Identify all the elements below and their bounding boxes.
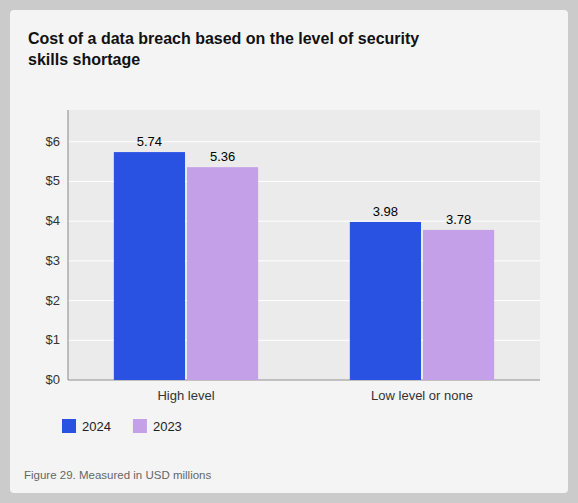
data-labels: 5.74 5.36 3.98 3.78: [137, 134, 471, 227]
chart-svg: Cost of a data breach based on the level…: [0, 0, 578, 503]
data-label: 5.74: [137, 134, 162, 149]
legend: 2024 2023: [62, 419, 182, 434]
legend-label: 2023: [153, 419, 182, 434]
title: Cost of a data breach based on the level…: [28, 30, 419, 68]
chart-container: Cost of a data breach based on the level…: [0, 0, 578, 503]
y-tick-label: $4: [46, 213, 60, 228]
y-tick-label: $5: [46, 173, 60, 188]
legend-swatch: [133, 419, 147, 433]
x-tick-label: High level: [157, 388, 214, 403]
data-label: 3.98: [373, 204, 398, 219]
bars: [114, 152, 494, 380]
legend-label: 2024: [82, 419, 111, 434]
y-tick-label: $1: [46, 332, 60, 347]
x-tick-label: Low level or none: [371, 388, 473, 403]
plot-background: [68, 110, 540, 380]
data-label: 5.36: [210, 149, 235, 164]
y-tick-label: $2: [46, 293, 60, 308]
card: [10, 10, 568, 493]
figure-note: Figure 29. Measured in USD millions: [24, 469, 212, 481]
title-line: skills shortage: [28, 51, 140, 68]
bar: [423, 230, 494, 380]
y-tick-label: $3: [46, 253, 60, 268]
data-label: 3.78: [446, 212, 471, 227]
y-tick-label: $6: [46, 134, 60, 149]
bar: [350, 222, 421, 380]
y-tick-label: $0: [46, 372, 60, 387]
bar: [187, 167, 258, 380]
page: {"chart_data": {"type": "bar", "title": …: [0, 0, 578, 503]
bar: [114, 152, 185, 380]
legend-swatch: [62, 419, 76, 433]
title-line: Cost of a data breach based on the level…: [28, 30, 419, 47]
y-axis-line: [68, 110, 69, 380]
